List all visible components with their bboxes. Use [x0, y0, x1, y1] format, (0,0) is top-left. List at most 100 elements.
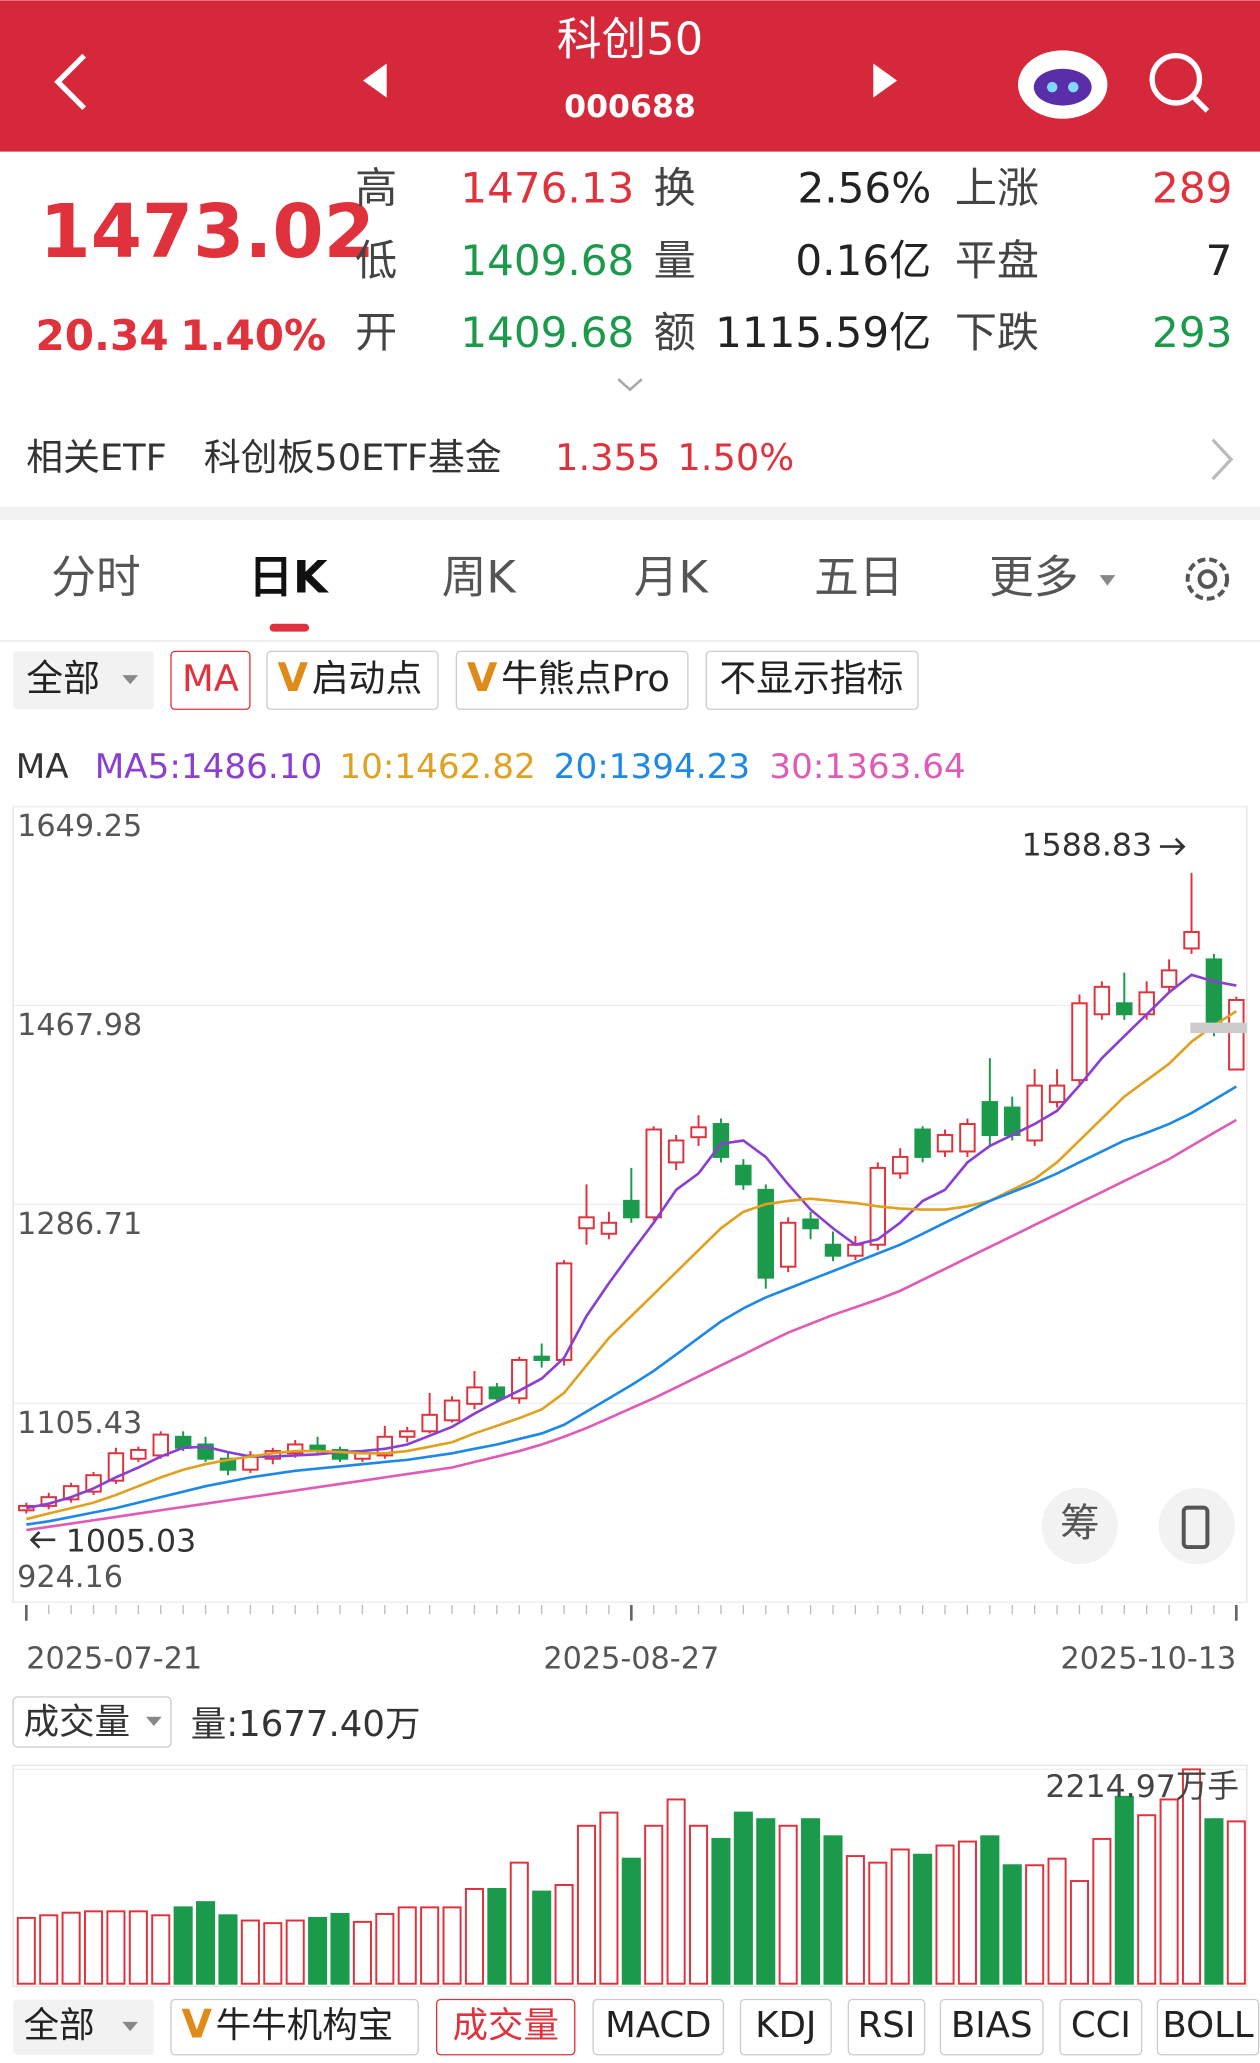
quote-label: 上涨 [955, 164, 1039, 213]
indicator-tab[interactable]: 成交量 [436, 1998, 576, 2056]
candle-body [645, 1128, 662, 1219]
volume-bar [1204, 1818, 1224, 1985]
volume-bar [554, 1884, 574, 1985]
search-button[interactable] [1149, 52, 1210, 113]
candle-body [981, 1101, 999, 1136]
indicator-tab[interactable]: CCI [1059, 1998, 1143, 2056]
tab[interactable]: 分时 [51, 550, 140, 603]
candle-body [1071, 1002, 1088, 1082]
low-annotation: 1005.03 [66, 1524, 196, 1560]
assistant-icon[interactable] [1017, 50, 1108, 119]
button-label: MA [182, 657, 239, 700]
indicator-tab[interactable]: 全部 [13, 1999, 154, 2055]
tab-indicator [269, 623, 310, 632]
volume-bar [778, 1824, 798, 1985]
tab[interactable]: 日K [248, 550, 329, 603]
candle-body [152, 1433, 169, 1457]
indicator-tab[interactable]: BOLL [1156, 1998, 1260, 2056]
y-tick-label: 2214.97万手 [1045, 1769, 1239, 1805]
tab-bg [13, 1999, 154, 2055]
tab[interactable]: 五日 [814, 550, 903, 603]
volume-bar [1092, 1837, 1112, 1985]
volume-bar [711, 1837, 731, 1985]
expand-chevron[interactable] [617, 378, 643, 392]
indicator-button[interactable]: MA [170, 650, 251, 710]
volume-bar [128, 1910, 148, 1985]
button-bg [705, 650, 919, 710]
volume-bar [509, 1861, 529, 1985]
next-button[interactable] [873, 63, 897, 98]
candle-body [690, 1126, 707, 1139]
rotate-button[interactable] [1158, 1487, 1236, 1565]
settings-button[interactable] [1185, 557, 1230, 601]
candle-body [174, 1435, 192, 1449]
candle-body [443, 1399, 461, 1422]
tab-label: CCI [1071, 2005, 1131, 2046]
quote-value: 1409.68 [460, 308, 634, 357]
divider [0, 506, 1260, 520]
header-code: 000688 [564, 89, 696, 125]
ma-line [26, 973, 1237, 1510]
dropdown-arrow [122, 2021, 139, 2032]
volume-bar [196, 1901, 216, 1985]
volume-bar [61, 1911, 81, 1985]
chip-button[interactable]: 筹 [1041, 1487, 1118, 1565]
candle-body [1183, 930, 1200, 950]
tab-bg [170, 1998, 419, 2056]
volume-bar [308, 1916, 328, 1985]
quote-value: 1476.13 [460, 164, 634, 213]
candle-body [488, 1386, 506, 1400]
candle-body [757, 1188, 774, 1279]
indicator-tab[interactable]: KDJ [739, 1998, 832, 2056]
indicator-button[interactable]: 全部 [13, 651, 154, 710]
candle-body [309, 1444, 326, 1451]
indicator-tab[interactable]: BIAS [939, 1998, 1044, 2056]
indicator-tab[interactable]: RSI [847, 1998, 926, 2056]
price-change: 20.34 [36, 311, 169, 360]
prev-button[interactable] [363, 63, 387, 98]
volume-bar [151, 1914, 171, 1985]
candle-body [779, 1221, 797, 1268]
y-tick-label: 1105.43 [17, 1406, 142, 1441]
v-icon: V [467, 655, 498, 701]
tab[interactable]: 周K [442, 550, 518, 603]
x-tick-label: 2025-10-13 [1061, 1642, 1237, 1677]
ma-label: MA [16, 747, 69, 787]
indicator-button[interactable]: V 启动点 [266, 650, 439, 710]
tab[interactable]: 更多 [989, 550, 1078, 603]
etf-name[interactable]: 科创板50ETF基金 [204, 436, 502, 479]
header-title: 科创50 [557, 12, 703, 65]
volume-bar [1069, 1880, 1090, 1985]
volume-bar [1002, 1864, 1022, 1985]
volume-bar [1137, 1814, 1157, 1985]
dropdown-arrow [1099, 575, 1116, 586]
high-annotation: 1588.83 [1022, 828, 1152, 864]
volume-bar [532, 1890, 552, 1985]
candle-body [847, 1243, 864, 1257]
indicator-button[interactable]: V 牛熊点Pro [455, 650, 689, 710]
volume-button[interactable] [12, 1696, 172, 1748]
candle-body [600, 1221, 618, 1235]
volume-bar [957, 1840, 977, 1985]
volume-bar [801, 1818, 821, 1985]
y-tick-label: 1467.98 [17, 1008, 142, 1043]
indicator-tab[interactable]: V 牛牛机构宝 [170, 1998, 419, 2056]
back-button[interactable] [54, 53, 87, 111]
candle-body [399, 1430, 416, 1438]
etf-chevron[interactable] [1211, 438, 1234, 481]
quote-value: 0.16亿 [795, 236, 931, 285]
etf-change: 1.50% [677, 436, 794, 479]
indicator-button[interactable]: 不显示指标 [705, 650, 919, 710]
tab-bg [436, 1998, 576, 2056]
quote-label: 换 [654, 164, 696, 213]
tab-bg [939, 1998, 1044, 2056]
candle-body [1048, 1084, 1066, 1104]
arrow [29, 1531, 56, 1549]
button-bg [13, 651, 154, 710]
tab-label: MACD [605, 2005, 711, 2046]
candle-body [555, 1262, 573, 1361]
price-marker [1190, 1022, 1247, 1034]
quote-value: 1115.59亿 [715, 308, 931, 357]
tab[interactable]: 月K [634, 550, 710, 603]
indicator-tab[interactable]: MACD [592, 1998, 725, 2056]
